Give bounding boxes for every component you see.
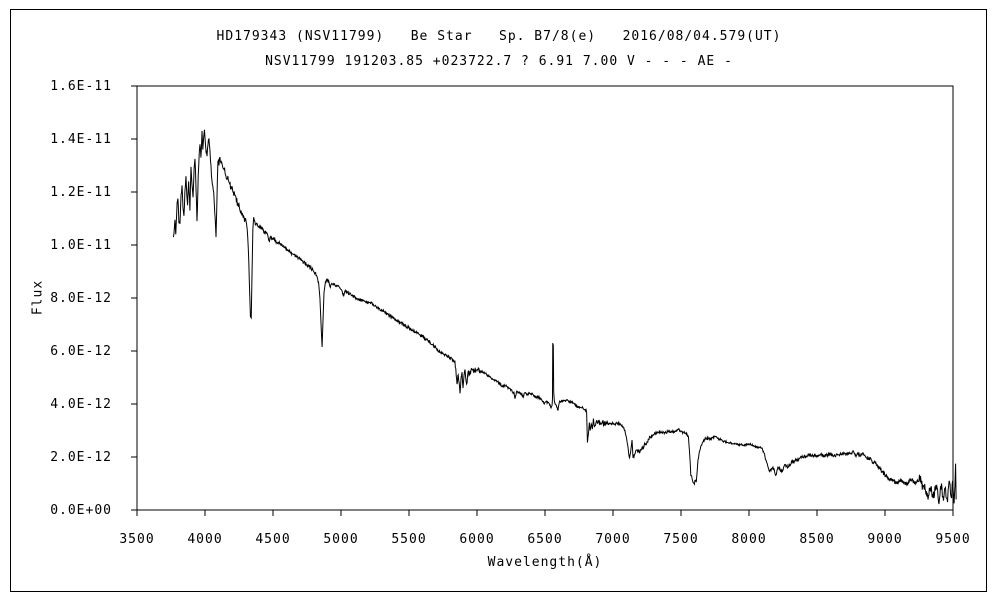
x-tick-label: 6500 [527,532,562,547]
y-tick-label: 6.0E-12 [50,344,112,359]
y-tick-label: 1.0E-11 [50,238,112,253]
y-tick-label: 8.0E-12 [50,291,112,306]
x-tick-label: 3500 [119,532,154,547]
y-tick-label: 0.0E+00 [50,503,112,518]
x-tick-label: 8000 [731,532,766,547]
y-tick-label: 1.6E-11 [50,79,112,94]
x-tick-label: 8500 [799,532,834,547]
x-tick-label: 9000 [867,532,902,547]
spectrum-line [172,129,957,505]
x-tick-label: 5000 [323,532,358,547]
y-tick-label: 1.4E-11 [50,132,112,147]
outer-border [10,9,987,592]
y-tick-label: 2.0E-12 [50,450,112,465]
x-tick-label: 4000 [187,532,222,547]
chart-subtitle: NSV11799 191203.85 +023722.7 ? 6.91 7.00… [265,54,733,69]
chart-title: HD179343 (NSV11799) Be Star Sp. B7/8(e) … [216,29,782,44]
wavelength-axis-label: Wavelength(Å) [487,555,603,570]
x-tick-label: 5500 [391,532,426,547]
y-tick-label: 1.2E-11 [50,185,112,200]
x-tick-label: 4500 [255,532,290,547]
x-tick-label: 9500 [935,532,970,547]
x-tick-label: 7000 [595,532,630,547]
x-tick-label: 6000 [459,532,494,547]
y-tick-label: 4.0E-12 [50,397,112,412]
plot-border [136,85,954,511]
x-tick-label: 7500 [663,532,698,547]
